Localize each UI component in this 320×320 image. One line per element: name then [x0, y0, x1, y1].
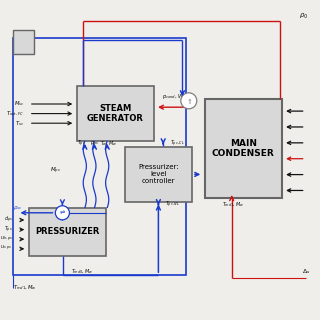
Bar	[77, 86, 154, 141]
Text: $T_{md1}, M_w$: $T_{md1}, M_w$	[13, 284, 37, 292]
Text: $d_{ps}$: $d_{ps}$	[4, 215, 13, 225]
Text: $u_{h,ps}$: $u_{h,ps}$	[0, 235, 13, 244]
Text: $T_{sc}$: $T_{sc}$	[15, 119, 24, 128]
Text: Pressurizer:
level
controller: Pressurizer: level controller	[138, 164, 179, 184]
Text: $T_w, M_w$: $T_w, M_w$	[100, 140, 117, 148]
Bar	[205, 99, 282, 198]
Text: $p_{ps}$: $p_{ps}$	[90, 140, 99, 148]
Text: PRESSURIZER: PRESSURIZER	[35, 228, 100, 236]
Text: $u_{s,ps}$: $u_{s,ps}$	[0, 244, 13, 253]
Text: $M_{sc}$: $M_{sc}$	[13, 100, 24, 108]
Bar	[13, 38, 186, 275]
Bar	[13, 30, 34, 54]
Text: $\rightleftharpoons$: $\rightleftharpoons$	[58, 209, 67, 216]
Circle shape	[55, 206, 69, 220]
Text: $p_{cond}, W_{cond}$: $p_{cond}, W_{cond}$	[162, 92, 193, 101]
Bar	[29, 208, 106, 256]
Text: $T_{pc}$: $T_{pc}$	[77, 139, 86, 149]
Bar	[125, 147, 192, 202]
Text: STEAM
GENERATOR: STEAM GENERATOR	[87, 104, 144, 123]
Text: $M_{pc}$: $M_{pc}$	[50, 166, 62, 176]
Text: $T_{pc,NL}$: $T_{pc,NL}$	[165, 200, 180, 210]
Text: MAIN
CONDENSER: MAIN CONDENSER	[212, 139, 275, 158]
Text: $T_{md1}, M_w$: $T_{md1}, M_w$	[222, 200, 244, 209]
Text: $T_{out,FC}$: $T_{out,FC}$	[6, 109, 24, 118]
Circle shape	[181, 93, 197, 109]
Text: $T_{ps}$: $T_{ps}$	[4, 225, 13, 235]
Text: $\rho_{sc}$: $\rho_{sc}$	[13, 204, 22, 212]
Text: $T_{pc,CL}$: $T_{pc,CL}$	[170, 139, 184, 149]
Text: $T_{md0}, M_w$: $T_{md0}, M_w$	[71, 268, 94, 276]
Text: $\Delta_s$: $\Delta_s$	[302, 268, 311, 276]
Text: $\Uparrow$: $\Uparrow$	[185, 96, 193, 106]
Text: $\rho_0$: $\rho_0$	[299, 12, 308, 20]
